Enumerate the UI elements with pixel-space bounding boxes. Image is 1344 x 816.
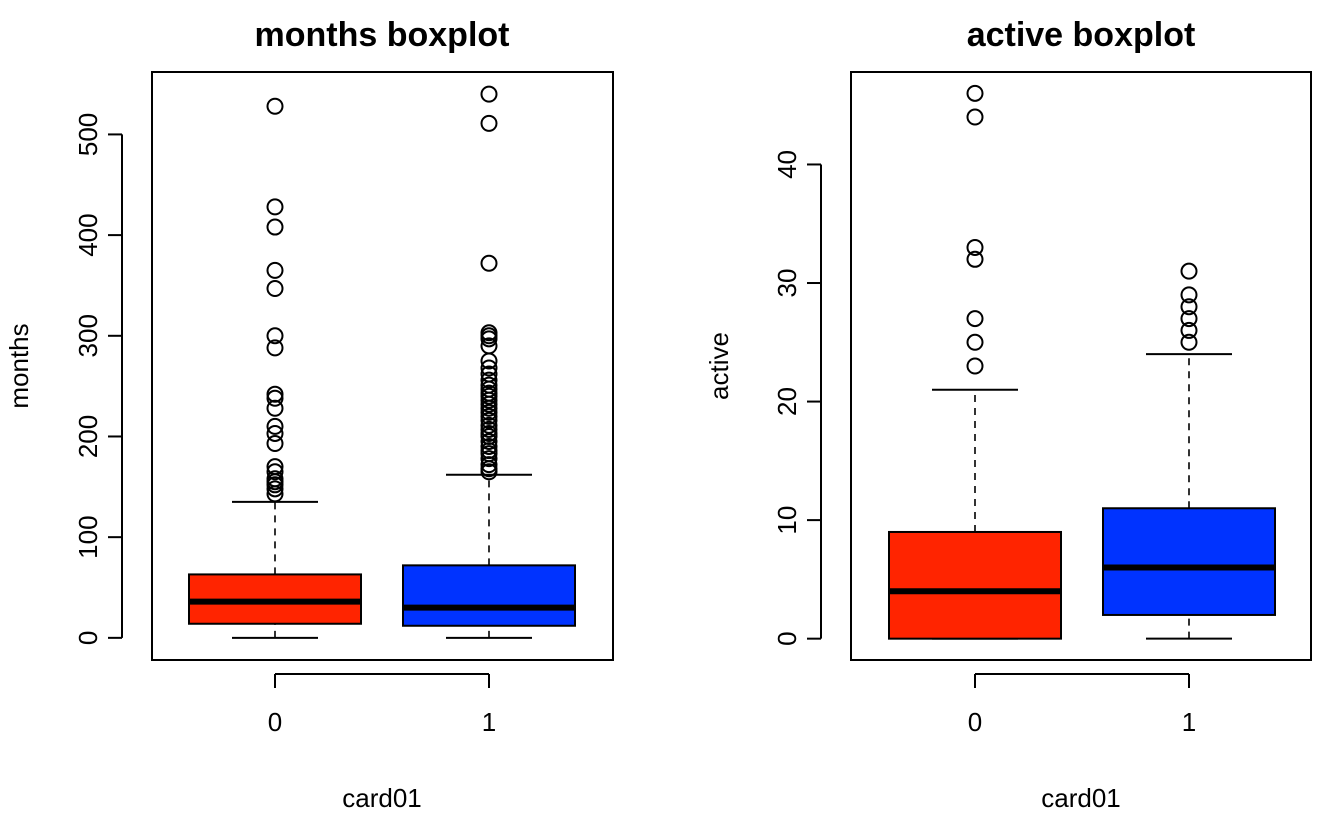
outlier-point (480, 324, 498, 342)
outlier-point (266, 389, 284, 407)
outlier-point (480, 438, 498, 456)
plot-frame (151, 71, 614, 661)
outlier-point (966, 357, 984, 375)
months-boxplot-panel: months boxplot months card01 0 100 200 300 4… (4, 16, 614, 813)
x-tick-label: 1 (482, 707, 496, 737)
outlier-point (1180, 262, 1198, 280)
outlier-point (966, 333, 984, 351)
y-tick-label: 40 (772, 150, 802, 179)
outlier-point (480, 85, 498, 103)
outlier-point (266, 385, 284, 403)
outlier-point (1180, 310, 1198, 328)
outlier-point (480, 407, 498, 425)
y-tick-label: 100 (73, 515, 103, 558)
outlier-point (480, 254, 498, 272)
x-axis-label: card01 (342, 783, 422, 813)
x-tick-label: 1 (1182, 707, 1196, 737)
outlier-point (480, 365, 498, 383)
outlier-point (266, 480, 284, 498)
outlier-point (966, 84, 984, 102)
outlier-point (480, 384, 498, 402)
x-tick-label: 0 (268, 707, 282, 737)
outlier-point (1180, 333, 1198, 351)
y-tick-label: 0 (772, 631, 802, 645)
outlier-point (266, 327, 284, 345)
y-tick-label: 20 (772, 387, 802, 416)
outlier-point (480, 450, 498, 468)
outlier-point (266, 198, 284, 216)
outlier-point (1180, 321, 1198, 339)
outlier-point (266, 417, 284, 435)
outlier-point (266, 458, 284, 476)
outlier-point (480, 371, 498, 389)
outlier-point (480, 359, 498, 377)
outlier-point (966, 238, 984, 256)
outlier-point (1180, 286, 1198, 304)
y-axis-label: active (704, 332, 734, 400)
outlier-point (966, 310, 984, 328)
chart-title: active boxplot (967, 16, 1196, 54)
outlier-point (480, 420, 498, 438)
outlier-point (480, 376, 498, 394)
outlier-point (480, 433, 498, 451)
y-tick-label: 500 (73, 113, 103, 156)
outlier-point (266, 218, 284, 236)
outlier-point (480, 411, 498, 429)
y-tick-label: 300 (73, 314, 103, 357)
plot-frame (850, 71, 1312, 661)
y-tick-label: 200 (73, 415, 103, 458)
y-axis-label: months (4, 323, 34, 408)
outlier-point (1180, 298, 1198, 316)
outlier-point (266, 339, 284, 357)
active-boxplot-panel: active boxplot active card01 0 10 20 30 40 0 1 (704, 16, 1312, 813)
outlier-point (480, 337, 498, 355)
y-tick-label: 400 (73, 213, 103, 256)
y-tick-label: 0 (73, 631, 103, 645)
outlier-point (266, 435, 284, 453)
box-iqr (1102, 507, 1276, 616)
box-iqr (402, 564, 576, 627)
y-tick-label: 10 (772, 506, 802, 535)
y-tick-label: 30 (772, 269, 802, 298)
outlier-point (266, 463, 284, 481)
outlier-point (266, 261, 284, 279)
outlier-point (266, 470, 284, 488)
outlier-point (266, 279, 284, 297)
outlier-point (966, 250, 984, 268)
x-axis-label: card01 (1041, 783, 1121, 813)
outlier-point (480, 403, 498, 421)
outlier-point (266, 97, 284, 115)
outlier-point (480, 424, 498, 442)
outlier-point (966, 108, 984, 126)
outlier-point (266, 424, 284, 442)
chart-title: months boxplot (255, 16, 510, 54)
outlier-point (480, 416, 498, 434)
box-iqr (888, 530, 1062, 640)
outlier-point (480, 114, 498, 132)
x-tick-label: 0 (968, 707, 982, 737)
